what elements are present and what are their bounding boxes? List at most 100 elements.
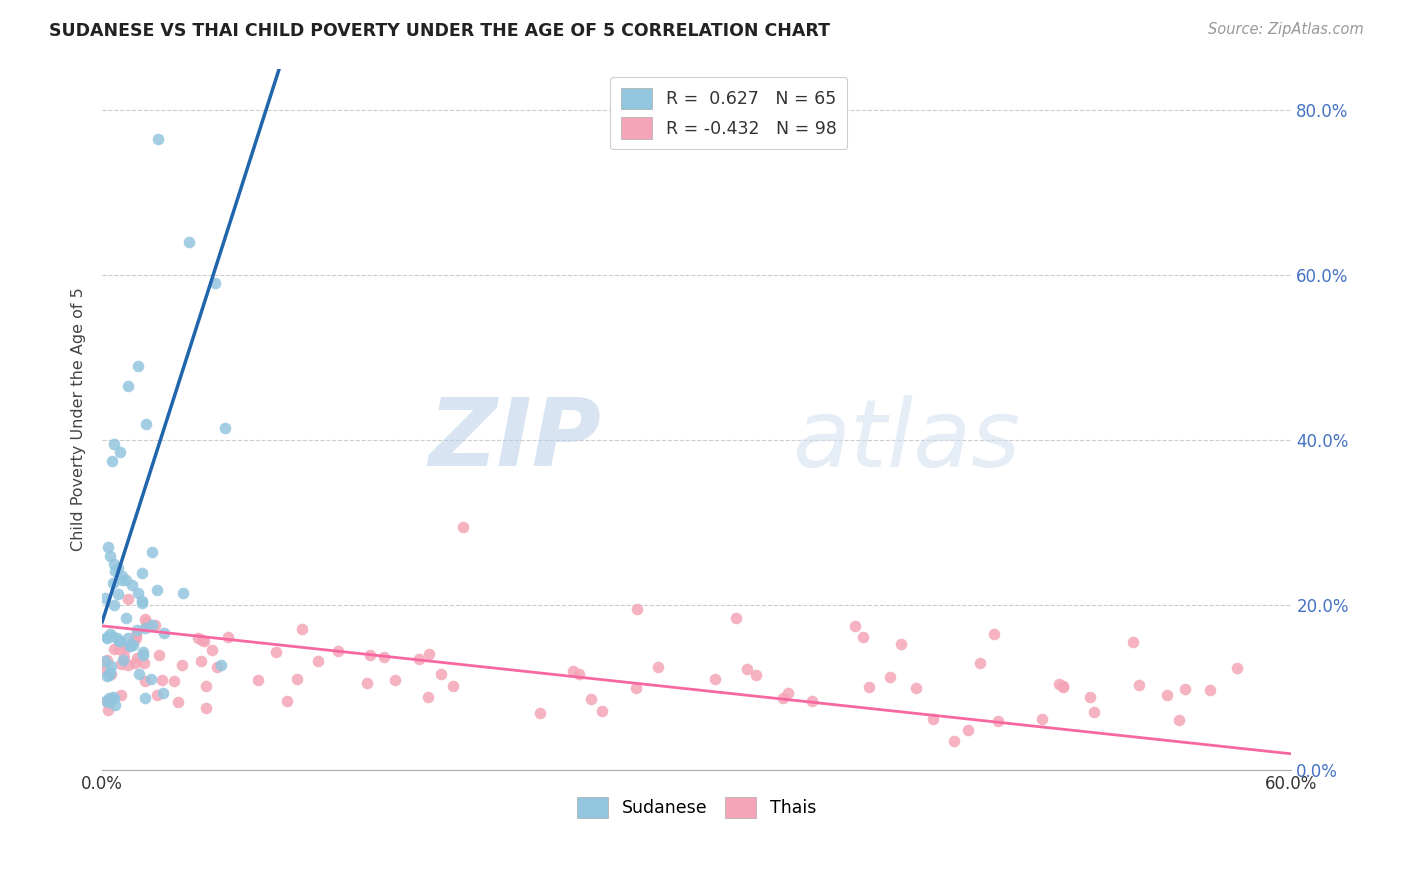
Point bbox=[1156, 688, 1178, 702]
Point bbox=[1167, 714, 1189, 728]
Point bbox=[134, 621, 156, 635]
Point bbox=[110, 657, 132, 671]
Point bbox=[115, 611, 138, 625]
Point bbox=[1052, 681, 1074, 695]
Point bbox=[529, 706, 551, 721]
Point bbox=[209, 658, 232, 673]
Point bbox=[103, 437, 125, 451]
Point bbox=[124, 657, 146, 671]
Text: ZIP: ZIP bbox=[429, 394, 602, 486]
Point bbox=[307, 654, 329, 668]
Point bbox=[200, 642, 222, 657]
Point bbox=[745, 668, 768, 682]
Point bbox=[110, 633, 132, 648]
Point bbox=[205, 660, 228, 674]
Point bbox=[122, 638, 145, 652]
Point bbox=[285, 673, 308, 687]
Point bbox=[264, 645, 287, 659]
Point bbox=[117, 591, 139, 606]
Point bbox=[179, 235, 201, 249]
Point bbox=[104, 564, 127, 578]
Point bbox=[94, 654, 117, 668]
Point bbox=[96, 694, 118, 708]
Point bbox=[217, 630, 239, 644]
Point bbox=[1174, 681, 1197, 696]
Point bbox=[132, 648, 155, 663]
Point bbox=[1083, 705, 1105, 719]
Point bbox=[626, 602, 648, 616]
Point bbox=[276, 694, 298, 708]
Point bbox=[110, 688, 132, 702]
Point bbox=[152, 625, 174, 640]
Point bbox=[135, 615, 157, 630]
Point bbox=[172, 586, 194, 600]
Point bbox=[291, 622, 314, 636]
Point bbox=[163, 673, 186, 688]
Point bbox=[104, 698, 127, 713]
Point bbox=[890, 637, 912, 651]
Point bbox=[134, 673, 156, 688]
Point bbox=[96, 630, 118, 644]
Point bbox=[735, 662, 758, 676]
Point bbox=[125, 628, 148, 642]
Point bbox=[117, 657, 139, 672]
Point bbox=[905, 681, 928, 695]
Point bbox=[373, 649, 395, 664]
Point bbox=[195, 679, 218, 693]
Point bbox=[591, 704, 613, 718]
Point bbox=[118, 639, 141, 653]
Point bbox=[103, 557, 125, 571]
Point bbox=[117, 631, 139, 645]
Point bbox=[100, 691, 122, 706]
Text: atlas: atlas bbox=[792, 395, 1021, 486]
Point bbox=[100, 667, 122, 681]
Point bbox=[858, 680, 880, 694]
Point bbox=[139, 673, 162, 687]
Point bbox=[108, 635, 131, 649]
Point bbox=[131, 566, 153, 580]
Point bbox=[101, 576, 124, 591]
Point bbox=[167, 695, 190, 709]
Point bbox=[97, 668, 120, 682]
Point bbox=[441, 679, 464, 693]
Point bbox=[93, 663, 115, 677]
Point bbox=[844, 619, 866, 633]
Point bbox=[987, 714, 1010, 728]
Point bbox=[112, 649, 135, 664]
Point bbox=[1047, 677, 1070, 691]
Point bbox=[725, 610, 748, 624]
Point bbox=[111, 573, 134, 587]
Point bbox=[145, 688, 167, 702]
Point bbox=[131, 596, 153, 610]
Point bbox=[118, 639, 141, 653]
Point bbox=[141, 544, 163, 558]
Point bbox=[103, 598, 125, 612]
Point bbox=[772, 690, 794, 705]
Point bbox=[1199, 682, 1222, 697]
Point bbox=[148, 648, 170, 663]
Point bbox=[127, 586, 149, 600]
Point bbox=[98, 627, 121, 641]
Point bbox=[204, 276, 226, 290]
Point bbox=[93, 591, 115, 605]
Point bbox=[117, 379, 139, 393]
Point bbox=[922, 712, 945, 726]
Point bbox=[146, 582, 169, 597]
Point bbox=[111, 653, 134, 667]
Point bbox=[187, 631, 209, 645]
Point bbox=[97, 703, 120, 717]
Point bbox=[128, 666, 150, 681]
Point bbox=[562, 664, 585, 678]
Point bbox=[98, 691, 121, 706]
Point bbox=[107, 561, 129, 575]
Point bbox=[359, 648, 381, 663]
Point bbox=[852, 630, 875, 644]
Point bbox=[115, 641, 138, 656]
Point bbox=[957, 723, 980, 738]
Point bbox=[384, 673, 406, 687]
Point bbox=[704, 673, 727, 687]
Point bbox=[246, 673, 269, 687]
Point bbox=[1122, 635, 1144, 649]
Point bbox=[131, 594, 153, 608]
Point bbox=[451, 520, 474, 534]
